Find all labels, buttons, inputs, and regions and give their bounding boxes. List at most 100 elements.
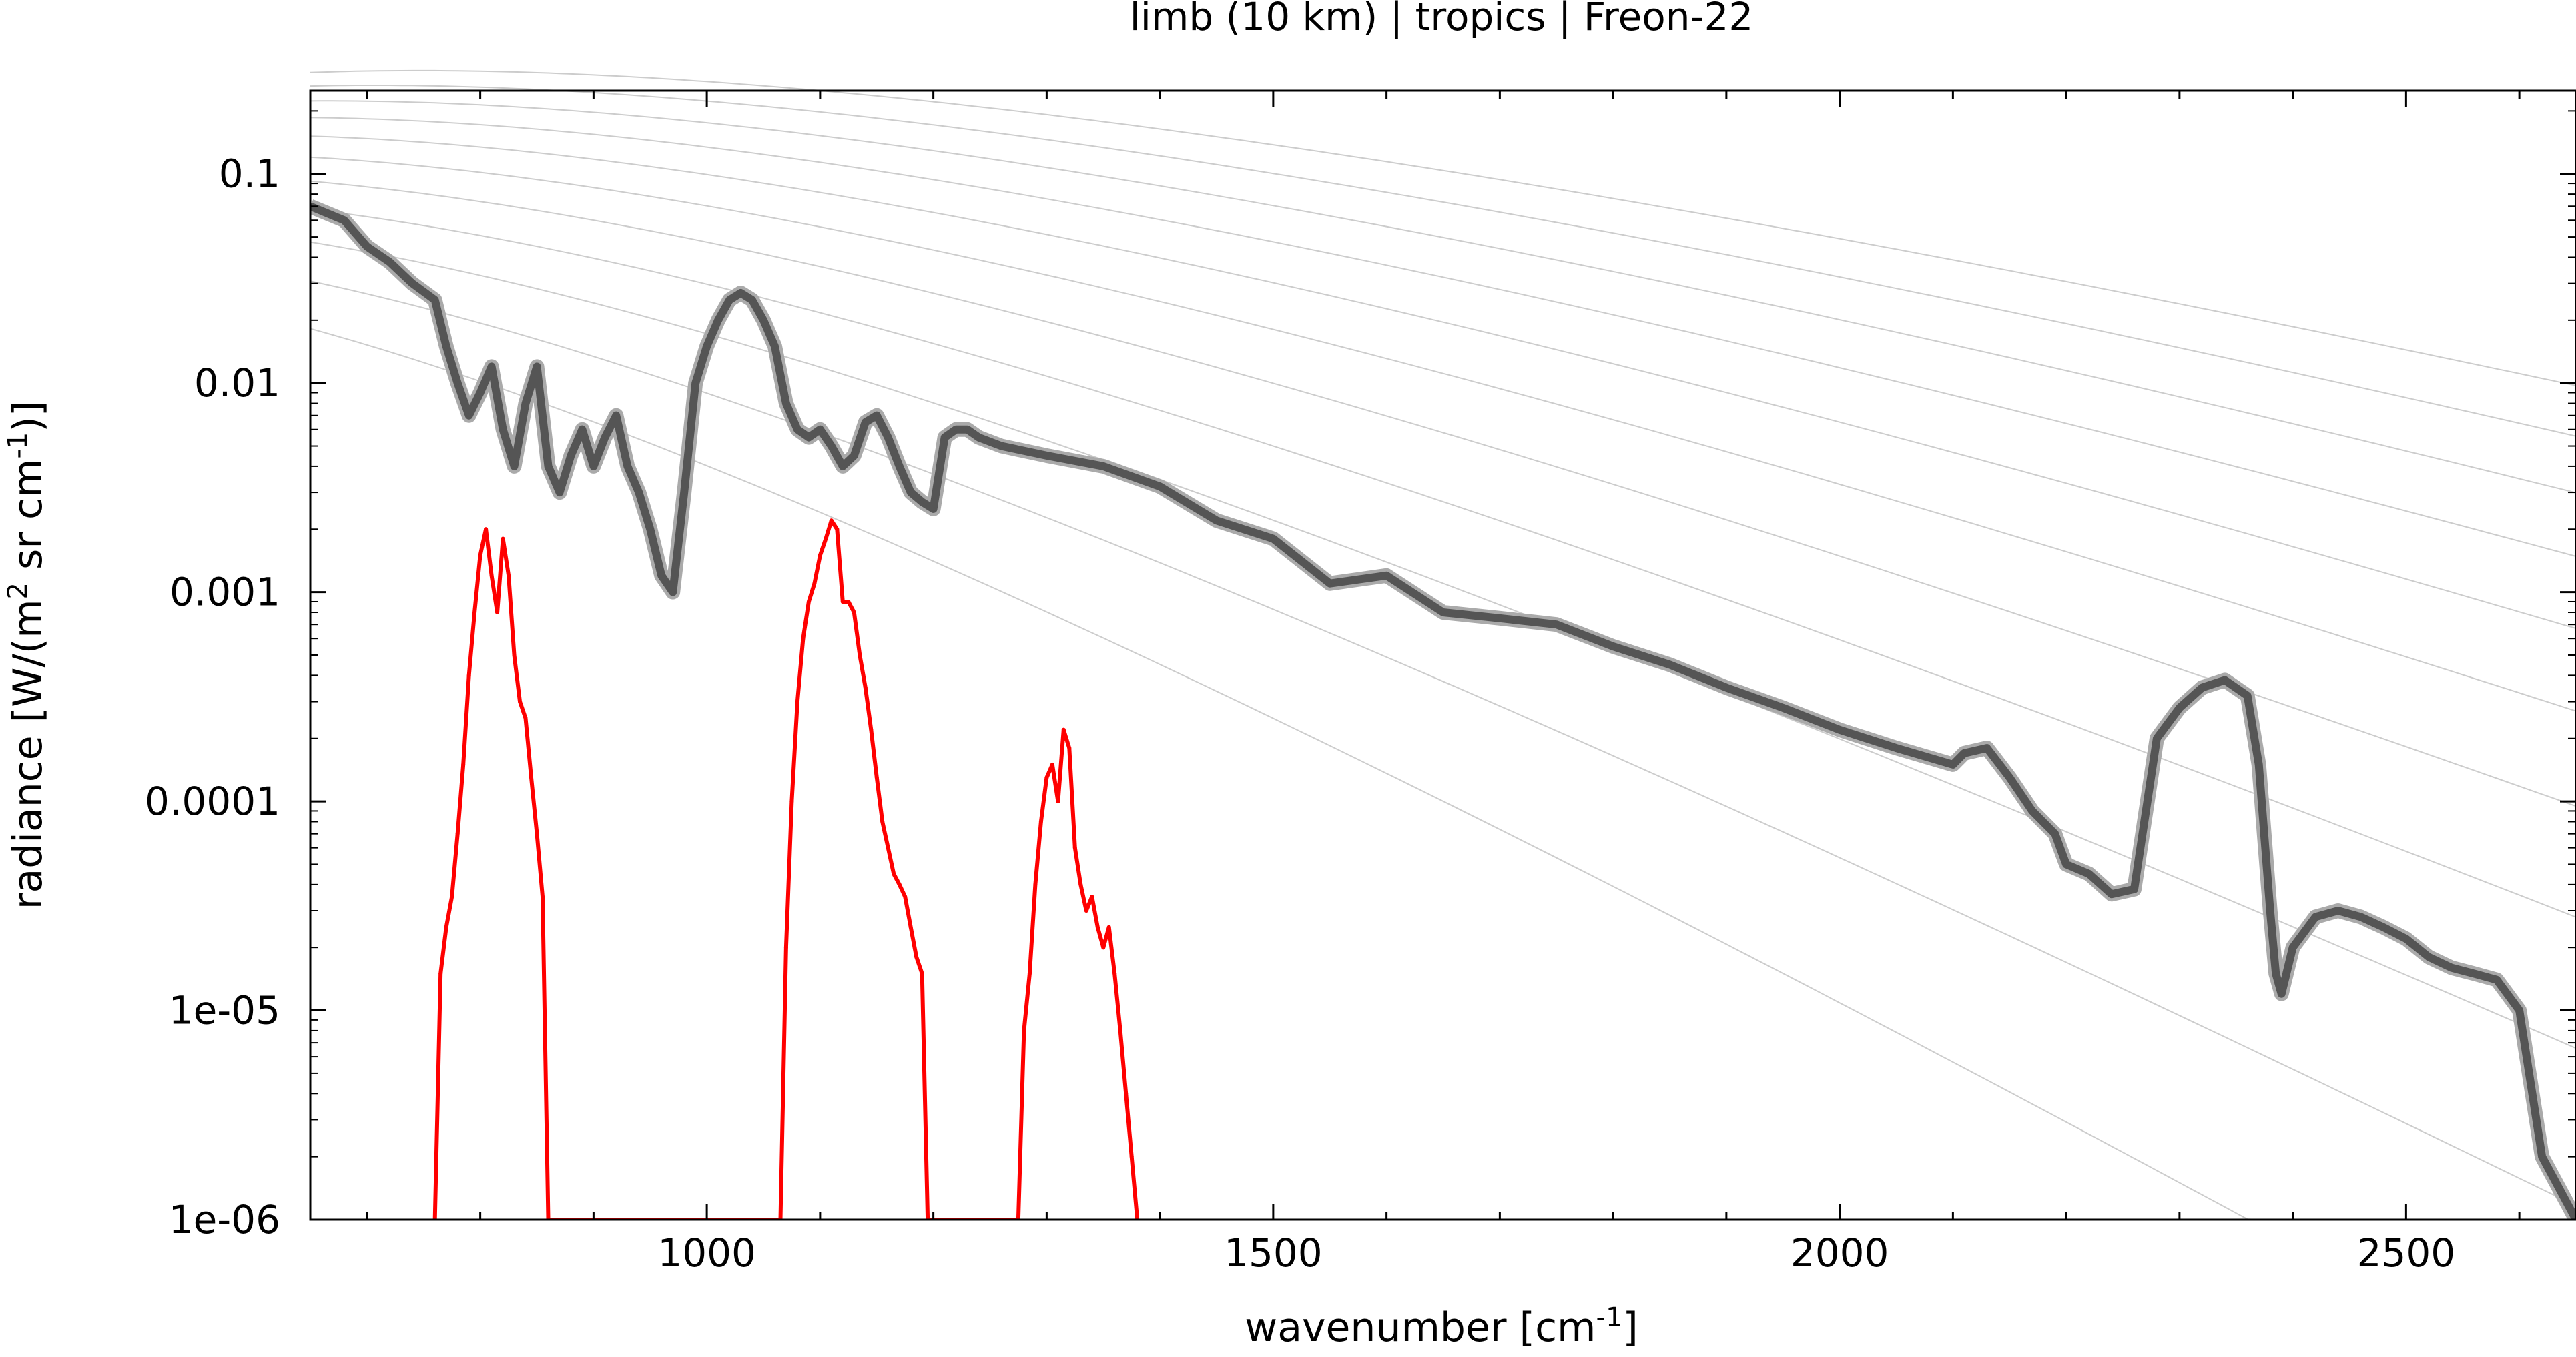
total-point bbox=[965, 427, 970, 432]
freon-22-point bbox=[1061, 727, 1066, 732]
total-point bbox=[557, 490, 562, 495]
total-point bbox=[2110, 892, 2114, 897]
freon-22-point bbox=[495, 610, 500, 614]
planck-curve-220 bbox=[310, 241, 2576, 1049]
y-tick-label: 0.0001 bbox=[145, 779, 280, 824]
freon-22-point bbox=[450, 895, 454, 899]
freon-22-point bbox=[1033, 882, 1038, 887]
total-point bbox=[1327, 581, 1332, 586]
freon-22-point bbox=[1129, 1154, 1134, 1159]
total-point bbox=[705, 344, 709, 348]
total-point bbox=[783, 401, 788, 406]
total-point bbox=[648, 527, 653, 532]
planck-curve-280 bbox=[310, 156, 2576, 712]
total-point bbox=[1781, 705, 1785, 710]
freon-22-point bbox=[541, 895, 545, 899]
total-point bbox=[2007, 775, 2012, 780]
freon-22-point bbox=[455, 831, 460, 836]
freon-22-point bbox=[874, 775, 879, 780]
freon-22-point bbox=[1027, 971, 1032, 976]
total-point bbox=[1158, 484, 1163, 489]
series-layer bbox=[310, 199, 2576, 1220]
total-point bbox=[999, 444, 1004, 448]
total-point bbox=[478, 390, 482, 395]
total-point bbox=[682, 490, 687, 495]
freon-22-point bbox=[512, 653, 517, 657]
total-point bbox=[523, 401, 528, 406]
total-point bbox=[1554, 622, 1559, 627]
x-axis: 1000 1500 2000 2500 bbox=[366, 91, 2521, 1276]
total-point bbox=[954, 427, 958, 432]
total-point bbox=[580, 427, 585, 432]
y-tick-label: 1e-06 bbox=[169, 1197, 280, 1242]
total-point bbox=[410, 281, 414, 286]
freon-22-point bbox=[795, 699, 799, 704]
freon-22-point bbox=[903, 895, 908, 899]
planck-curve-260 bbox=[310, 180, 2576, 807]
planck-curve-360 bbox=[310, 85, 2576, 437]
freon-22-point bbox=[523, 716, 528, 721]
planck-curve-340 bbox=[310, 100, 2576, 494]
total-point bbox=[614, 413, 619, 418]
freon-22-point bbox=[869, 727, 874, 732]
total-point bbox=[2449, 965, 2454, 970]
total-point bbox=[671, 590, 675, 594]
total-point bbox=[2540, 1154, 2545, 1159]
total-point bbox=[637, 490, 641, 495]
total-radiance-spread bbox=[310, 199, 2576, 1220]
total-point bbox=[908, 490, 913, 495]
total-point bbox=[2336, 909, 2340, 913]
total-point bbox=[2427, 955, 2431, 959]
total-point bbox=[2245, 693, 2250, 698]
total-point bbox=[1101, 464, 1106, 468]
total-point bbox=[874, 413, 879, 418]
y-tick-label: 0.001 bbox=[170, 570, 280, 615]
total-point bbox=[2381, 925, 2386, 929]
freon-22-point bbox=[908, 925, 913, 929]
freon-22-point bbox=[914, 955, 919, 959]
total-point bbox=[2472, 971, 2477, 976]
freon-22-point bbox=[1124, 1091, 1129, 1096]
freon-22-point bbox=[1056, 799, 1060, 804]
total-point bbox=[1271, 536, 1275, 541]
total-point bbox=[806, 435, 811, 440]
total-point bbox=[387, 260, 392, 264]
freon-22-point bbox=[489, 573, 494, 578]
total-point bbox=[886, 435, 890, 440]
total-point bbox=[897, 464, 902, 468]
freon-22-point bbox=[783, 945, 788, 950]
total-point bbox=[432, 298, 437, 302]
freon-22-point bbox=[1044, 775, 1049, 780]
total-point bbox=[693, 381, 698, 386]
y-axis-label: radiance [W/(m2 sr cm-1)] bbox=[3, 401, 51, 909]
freon-22-point bbox=[801, 636, 806, 641]
total-point bbox=[863, 420, 868, 424]
freon-22-point bbox=[886, 845, 890, 850]
total-radiance-line bbox=[310, 202, 2576, 1220]
x-tick-label: 2000 bbox=[1791, 1230, 1889, 1276]
freon-22-point bbox=[438, 971, 443, 976]
total-point bbox=[2495, 977, 2499, 982]
freon-22-point bbox=[1101, 945, 1106, 950]
x-axis-label: wavenumber [cm-1] bbox=[1245, 1302, 1638, 1351]
freon-22-point bbox=[1106, 925, 1111, 929]
total-point bbox=[1894, 746, 1899, 751]
total-point bbox=[591, 464, 596, 468]
total-point bbox=[2274, 971, 2278, 976]
total-point bbox=[489, 364, 494, 369]
total-point bbox=[2279, 991, 2284, 996]
total-point bbox=[1441, 610, 1445, 614]
planck-curve-200 bbox=[310, 280, 2576, 1207]
total-point bbox=[795, 427, 799, 432]
total-point bbox=[1611, 644, 1616, 648]
total-point bbox=[2268, 909, 2272, 913]
freon-22-point bbox=[1072, 845, 1077, 850]
freon-22-point bbox=[535, 831, 539, 836]
freon-22-point bbox=[852, 610, 856, 614]
freon-22-point bbox=[1050, 762, 1054, 767]
total-point bbox=[2313, 915, 2318, 919]
total-point bbox=[2030, 809, 2035, 813]
freon-22-point bbox=[897, 882, 902, 887]
freon-22-point bbox=[1067, 746, 1072, 751]
